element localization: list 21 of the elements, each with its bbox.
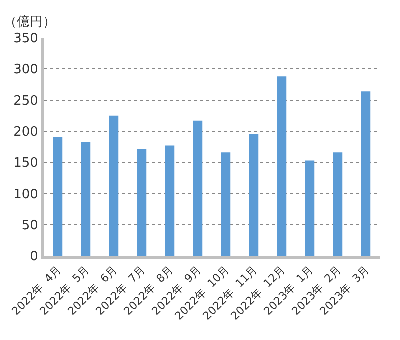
y-tick-label: 300 [14, 62, 38, 78]
bar [109, 116, 119, 256]
bar [249, 134, 259, 256]
bar [333, 152, 343, 256]
y-axis-title: （億円） [4, 15, 56, 30]
y-tick-label: 200 [14, 124, 38, 140]
bar [221, 152, 231, 256]
y-tick-label: 150 [14, 156, 38, 172]
bar [81, 142, 91, 256]
bar [53, 137, 63, 256]
y-tick-label: 100 [14, 187, 38, 202]
bar [277, 76, 287, 256]
y-tick-label: 0 [30, 250, 38, 265]
bar [305, 160, 315, 256]
y-tick-label: 250 [14, 94, 38, 109]
bar [137, 149, 147, 256]
bar [193, 120, 203, 256]
y-tick-label: 350 [14, 32, 38, 47]
bar [361, 92, 371, 256]
y-tick-label: 50 [22, 218, 38, 234]
bar [165, 146, 175, 256]
